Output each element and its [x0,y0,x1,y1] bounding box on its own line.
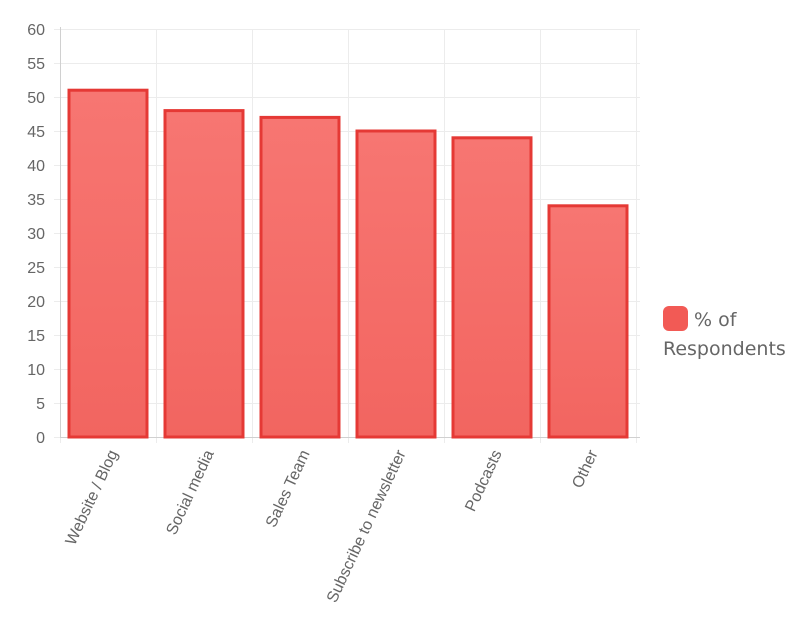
legend-swatch [663,306,688,331]
x-tick-label-4: Podcasts [462,448,505,515]
y-tick-label-20: 20 [27,294,45,311]
y-tick-label-50: 50 [27,90,45,107]
x-axis-category-labels: Website / Blog Social media Sales Team Subs… [63,447,602,606]
axes [60,27,640,438]
bars [67,88,629,439]
y-axis-tick-labels: 0 5 10 15 20 25 30 35 40 45 50 55 60 [27,22,45,447]
bar-2 [259,115,341,439]
y-tick-label-5: 5 [36,396,45,413]
y-tick-label-35: 35 [27,192,45,209]
y-tick-label-45: 45 [27,124,45,141]
y-tick-label-10: 10 [27,362,45,379]
y-tick-label-0: 0 [36,430,45,447]
bar-0 [67,88,149,439]
bar-5 [547,204,629,439]
legend-label: % of Respondents [663,309,786,360]
bar-3 [355,129,437,439]
x-tick-label-5: Other [569,447,602,491]
x-tick-label-1: Social media [164,447,218,537]
y-tick-label-30: 30 [27,226,45,243]
bar-4 [451,136,533,439]
y-tick-label-15: 15 [27,328,45,345]
x-tick-label-3: Subscribe to newsletter [324,447,410,606]
y-tick-label-55: 55 [27,56,45,73]
x-tick-label-2: Sales Team [263,448,314,531]
x-tick-label-0: Website / Blog [63,448,122,548]
bar-chart: 0 5 10 15 20 25 30 35 40 45 50 55 60 Website / Blog S… [27,22,640,606]
y-tick-label-40: 40 [27,158,45,175]
bar-1 [163,109,245,439]
y-tick-label-60: 60 [27,22,45,39]
y-tick-label-25: 25 [27,260,45,277]
legend: % of Respondents [663,306,793,364]
